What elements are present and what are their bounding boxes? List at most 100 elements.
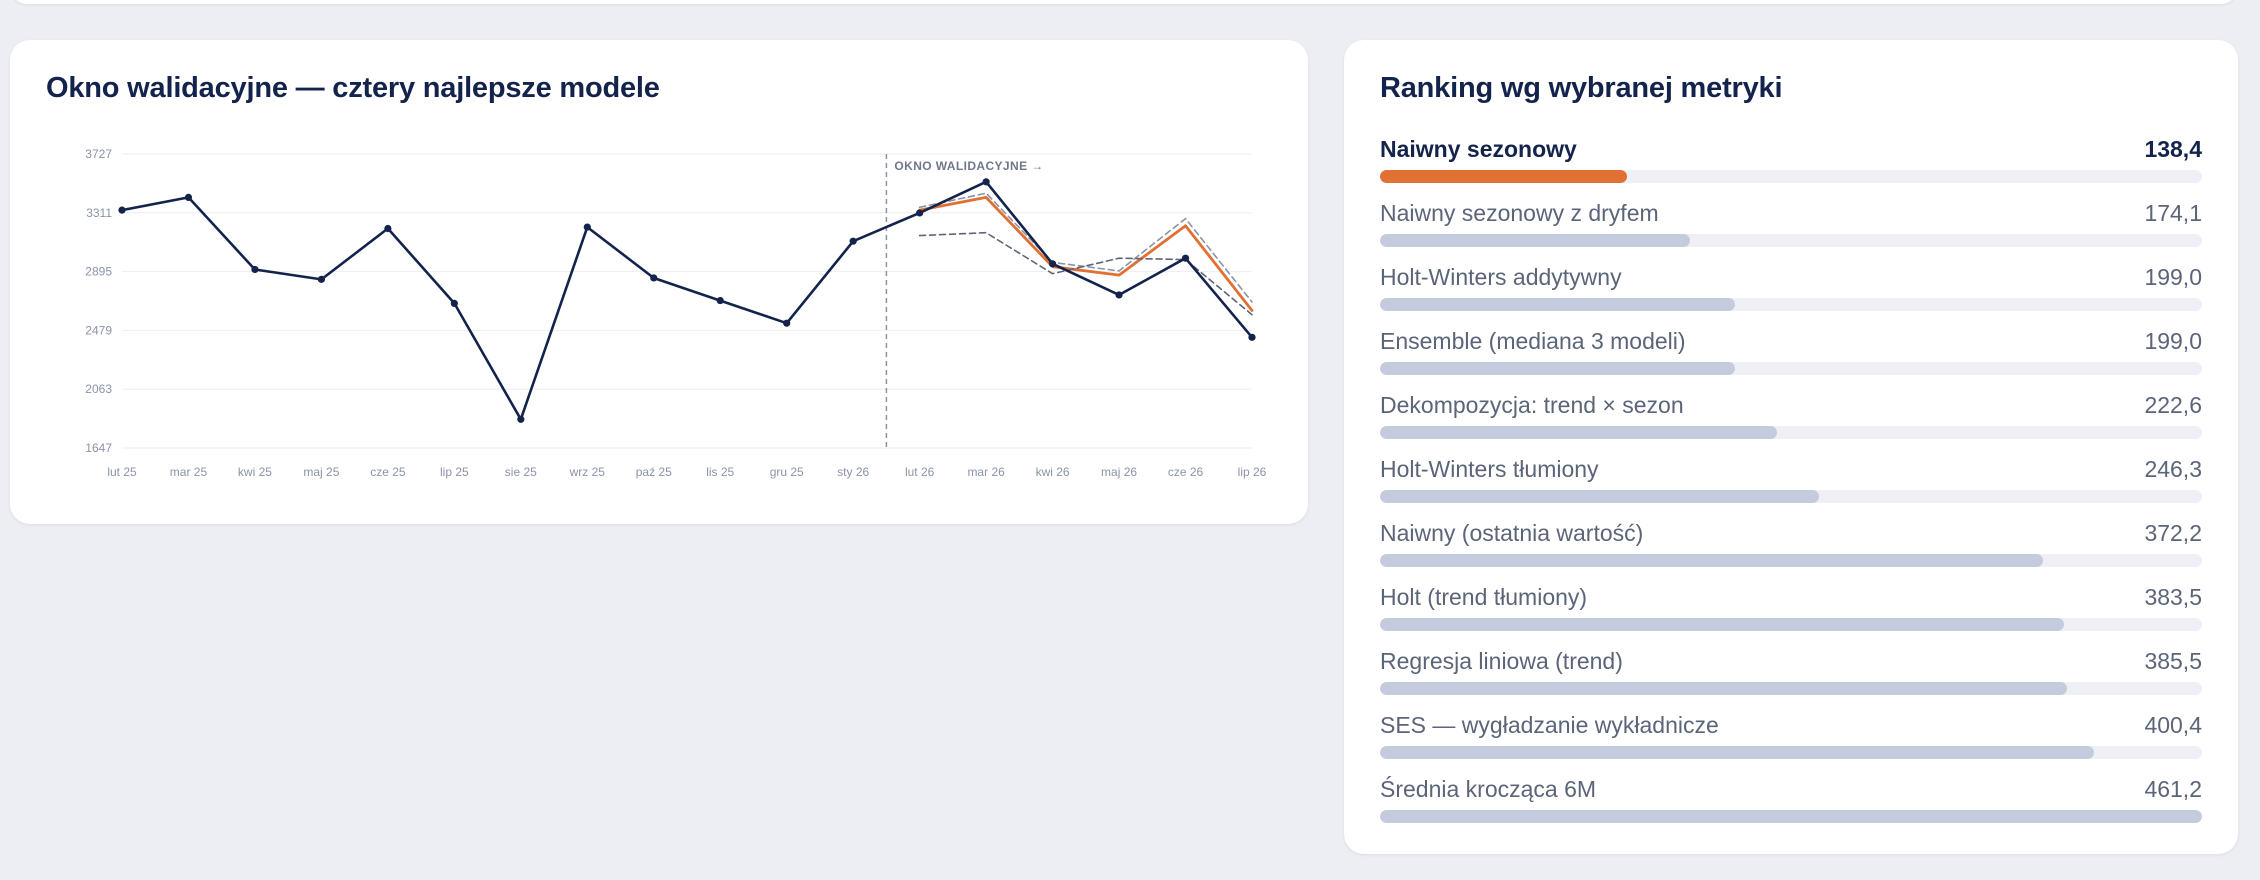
ranking-bar-fill	[1380, 746, 2094, 759]
ranking-row[interactable]: SES — wygładzanie wykładnicze 400,4	[1380, 712, 2202, 776]
ranking-bar-track	[1380, 170, 2202, 183]
validation-window-label: OKNO WALIDACYJNE →	[894, 159, 1043, 173]
ranking-bar-fill	[1380, 426, 1777, 439]
ranking-row[interactable]: Holt (trend tłumiony) 383,5	[1380, 584, 2202, 648]
data-point	[583, 223, 591, 231]
x-tick-label: sty 26	[837, 465, 869, 479]
ranking-row[interactable]: Naiwny (ostatnia wartość) 372,2	[1380, 520, 2202, 584]
ranking-bar-track	[1380, 810, 2202, 823]
x-tick-label: maj 26	[1101, 465, 1137, 479]
ranking-model-name: Średnia krocząca 6M	[1380, 776, 1597, 802]
ranking-metric-value: 246,3	[2144, 456, 2202, 482]
ranking-row[interactable]: Holt-Winters addytywny 199,0	[1380, 264, 2202, 328]
ranking-model-name: Naiwny (ostatnia wartość)	[1380, 520, 1644, 546]
ranking-row[interactable]: Holt-Winters tłumiony 246,3	[1380, 456, 2202, 520]
x-tick-label: cze 25	[370, 465, 406, 479]
data-point	[450, 299, 458, 308]
x-tick-label: lut 25	[107, 465, 137, 479]
ranking-bar-track	[1380, 234, 2202, 247]
series-line-best-model	[918, 195, 1254, 312]
x-tick-label: lip 25	[440, 465, 469, 479]
ranking-row[interactable]: Naiwny sezonowy z dryfem 174,1	[1380, 200, 2202, 264]
ranking-bar-fill	[1380, 362, 1735, 375]
x-tick-label: kwi 25	[238, 465, 272, 479]
ranking-bar-track	[1380, 298, 2202, 311]
ranking-row[interactable]: Średnia krocząca 6M 461,2	[1380, 776, 2202, 840]
x-tick-label: sie 25	[505, 465, 537, 479]
data-point	[517, 415, 525, 423]
ranking-bar-track	[1380, 682, 2202, 695]
data-point	[384, 224, 392, 233]
ranking-model-name: Regresja liniowa (trend)	[1380, 648, 1623, 674]
x-tick-label: lip 26	[1238, 465, 1267, 479]
data-point	[317, 275, 326, 283]
ranking-metric-value: 383,5	[2144, 584, 2202, 610]
ranking-card: Ranking wg wybranej metryki Naiwny sezon…	[1344, 40, 2238, 854]
ranking-bar-track	[1380, 426, 2202, 439]
ranking-bar-fill	[1380, 490, 1819, 503]
ranking-bar-fill	[1380, 170, 1627, 183]
x-tick-label: kwi 26	[1036, 465, 1070, 479]
x-tick-label: cze 26	[1168, 465, 1204, 479]
ranking-row[interactable]: Regresja liniowa (trend) 385,5	[1380, 648, 2202, 712]
ranking-bar-track	[1380, 362, 2202, 375]
data-point	[783, 319, 791, 327]
ranking-row[interactable]: Naiwny sezonowy 138,4	[1380, 136, 2202, 200]
y-tick-label: 1647	[85, 441, 112, 455]
data-point	[916, 209, 924, 217]
x-tick-label: mar 26	[967, 465, 1005, 479]
ranking-bar-fill	[1380, 618, 2064, 631]
ranking-row[interactable]: Dekompozycja: trend × sezon 222,6	[1380, 392, 2202, 456]
ranking-card-title: Ranking wg wybranej metryki	[1380, 72, 1783, 104]
y-tick-label: 3727	[85, 147, 112, 161]
ranking-bar-track	[1380, 746, 2202, 759]
ranking-model-name: Holt (trend tłumiony)	[1380, 584, 1588, 610]
x-tick-label: wrz 25	[569, 465, 606, 479]
y-tick-label: 2063	[85, 382, 112, 396]
data-point	[982, 178, 990, 186]
x-tick-label: paź 25	[636, 465, 672, 479]
ranking-metric-value: 372,2	[2144, 520, 2202, 546]
validation-line-chart: 1647 2063 2479 2895 3311 3727 lut 25 mar 25 kwi …	[85, 147, 1267, 479]
ranking-row[interactable]: Ensemble (mediana 3 modeli) 199,0	[1380, 328, 2202, 392]
data-point	[184, 193, 193, 201]
x-tick-label: lut 26	[905, 465, 935, 479]
data-point	[650, 274, 658, 282]
ranking-metric-value: 461,2	[2144, 776, 2202, 802]
ranking-metric-value: 222,6	[2144, 392, 2202, 418]
data-point	[849, 237, 857, 245]
ranking-model-name: Holt-Winters addytywny	[1380, 264, 1622, 290]
x-tick-label: mar 25	[170, 465, 208, 479]
validation-chart-card: Okno walidacyjne — cztery najlepsze mode…	[10, 40, 1308, 524]
y-tick-label: 3311	[86, 206, 112, 220]
ranking-bar-fill	[1380, 682, 2068, 695]
ranking-metric-value: 199,0	[2144, 264, 2202, 290]
data-point	[1181, 254, 1190, 262]
y-tick-label: 2895	[85, 265, 112, 279]
data-point	[118, 206, 126, 214]
series-line-model-2	[918, 192, 1253, 303]
ranking-bar-fill	[1380, 234, 1691, 247]
x-tick-label: maj 25	[303, 465, 339, 479]
x-tick-label: lis 25	[706, 465, 734, 479]
ranking-model-name: Ensemble (mediana 3 modeli)	[1380, 328, 1686, 354]
ranking-metric-value: 138,4	[2144, 136, 2202, 162]
ranking-list: Naiwny sezonowy 138,4 Naiwny sezonowy z dr…	[1380, 136, 2202, 840]
ranking-bar-fill	[1380, 298, 1735, 311]
ranking-bar-fill	[1380, 810, 2202, 823]
x-tick-label: gru 25	[770, 465, 804, 479]
ranking-bar-track	[1380, 490, 2202, 503]
ranking-metric-value: 199,0	[2144, 328, 2202, 354]
data-point	[1248, 333, 1256, 341]
ranking-model-name: Naiwny sezonowy z dryfem	[1380, 200, 1659, 226]
data-point	[251, 265, 259, 274]
top-panel-edge	[10, 0, 2238, 4]
series-line-actual	[120, 180, 1254, 421]
data-point	[1115, 291, 1123, 299]
ranking-model-name: Dekompozycja: trend × sezon	[1380, 392, 1684, 418]
ranking-bar-fill	[1380, 554, 2044, 567]
ranking-bar-track	[1380, 618, 2202, 631]
ranking-metric-value: 174,1	[2144, 200, 2202, 226]
series-line-model-3	[918, 231, 1253, 316]
data-point	[1048, 260, 1057, 268]
